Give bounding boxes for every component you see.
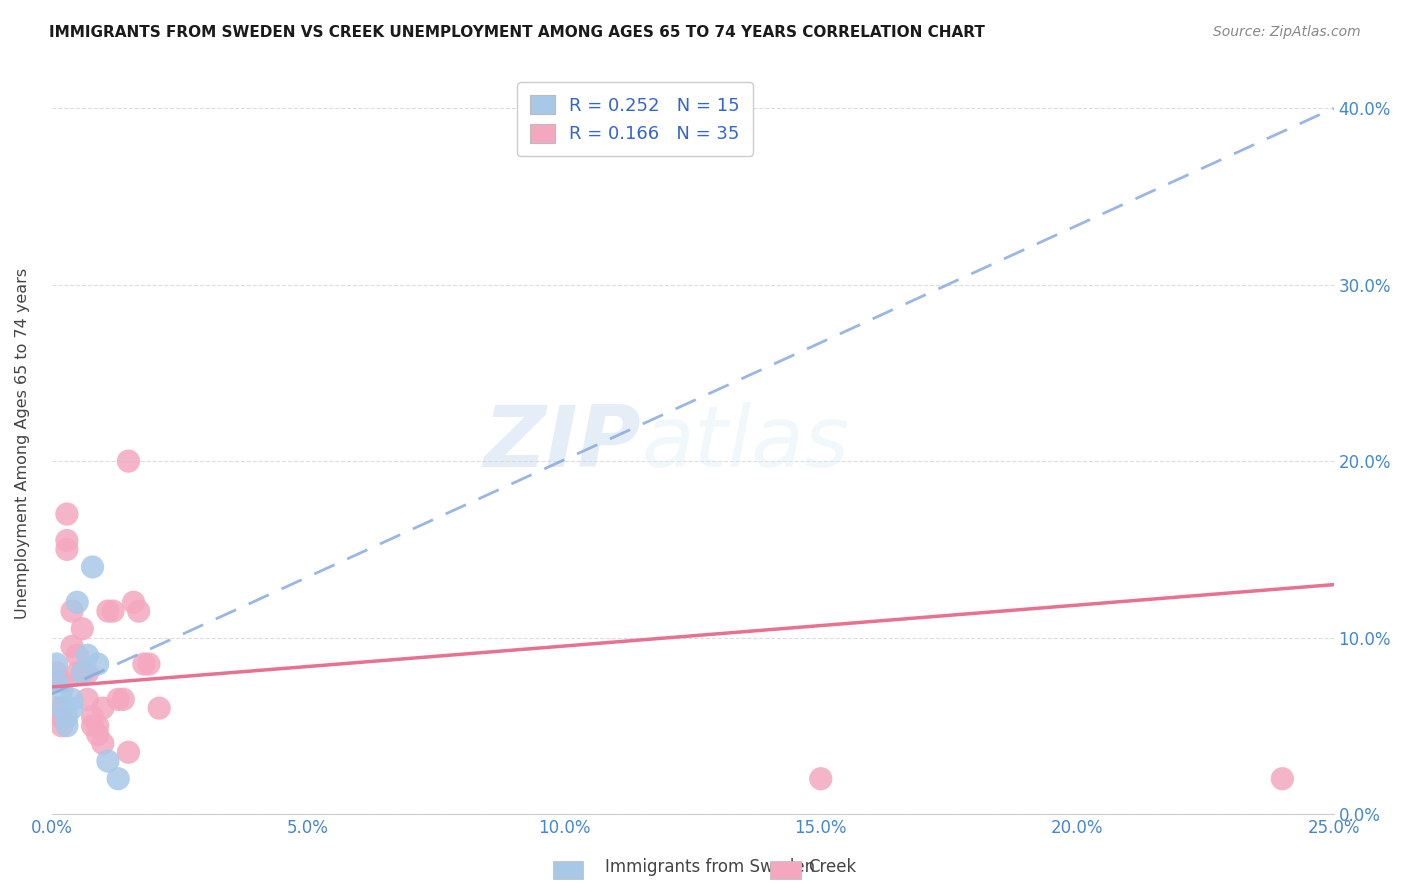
Point <box>97 604 120 618</box>
Legend: R = 0.252   N = 15, R = 0.166   N = 35: R = 0.252 N = 15, R = 0.166 N = 35 <box>517 82 752 156</box>
Point <box>56 542 79 557</box>
Text: Source: ZipAtlas.com: Source: ZipAtlas.com <box>1213 25 1361 39</box>
Point <box>810 772 832 786</box>
Point <box>51 710 73 724</box>
Point <box>66 665 89 680</box>
Point <box>56 710 79 724</box>
Point <box>86 719 108 733</box>
Point <box>132 657 155 671</box>
Point <box>97 754 120 768</box>
Point <box>91 701 114 715</box>
Y-axis label: Unemployment Among Ages 65 to 74 years: Unemployment Among Ages 65 to 74 years <box>15 268 30 619</box>
Point <box>66 648 89 663</box>
Point <box>112 692 135 706</box>
Point <box>51 719 73 733</box>
Point <box>128 604 150 618</box>
Text: ZIP: ZIP <box>484 402 641 485</box>
Point <box>86 728 108 742</box>
Point <box>45 665 67 680</box>
Point <box>51 674 73 689</box>
Point <box>82 560 104 574</box>
Point <box>56 533 79 548</box>
Point <box>60 640 83 654</box>
Point <box>45 701 67 715</box>
Point <box>91 736 114 750</box>
Point <box>60 604 83 618</box>
Text: atlas: atlas <box>641 402 849 485</box>
Point <box>82 719 104 733</box>
Point <box>56 507 79 521</box>
Point <box>72 665 94 680</box>
Point <box>72 665 94 680</box>
Point <box>138 657 160 671</box>
Point <box>60 692 83 706</box>
Point <box>82 710 104 724</box>
Point <box>76 648 98 663</box>
Point <box>45 657 67 671</box>
Text: IMMIGRANTS FROM SWEDEN VS CREEK UNEMPLOYMENT AMONG AGES 65 TO 74 YEARS CORRELATI: IMMIGRANTS FROM SWEDEN VS CREEK UNEMPLOY… <box>49 25 986 40</box>
Point <box>1271 772 1294 786</box>
Point <box>107 772 129 786</box>
Point <box>122 595 145 609</box>
Point <box>66 595 89 609</box>
Point <box>107 692 129 706</box>
Point <box>56 719 79 733</box>
Point <box>60 701 83 715</box>
Point <box>45 674 67 689</box>
Point <box>86 657 108 671</box>
Point <box>72 622 94 636</box>
Point <box>148 701 170 715</box>
Text: Immigrants from Sweden: Immigrants from Sweden <box>605 858 814 876</box>
Point <box>76 665 98 680</box>
Point <box>117 745 139 759</box>
Point <box>117 454 139 468</box>
Point <box>76 692 98 706</box>
Point <box>101 604 124 618</box>
Point <box>51 701 73 715</box>
Text: Creek: Creek <box>808 858 856 876</box>
Point <box>51 683 73 698</box>
